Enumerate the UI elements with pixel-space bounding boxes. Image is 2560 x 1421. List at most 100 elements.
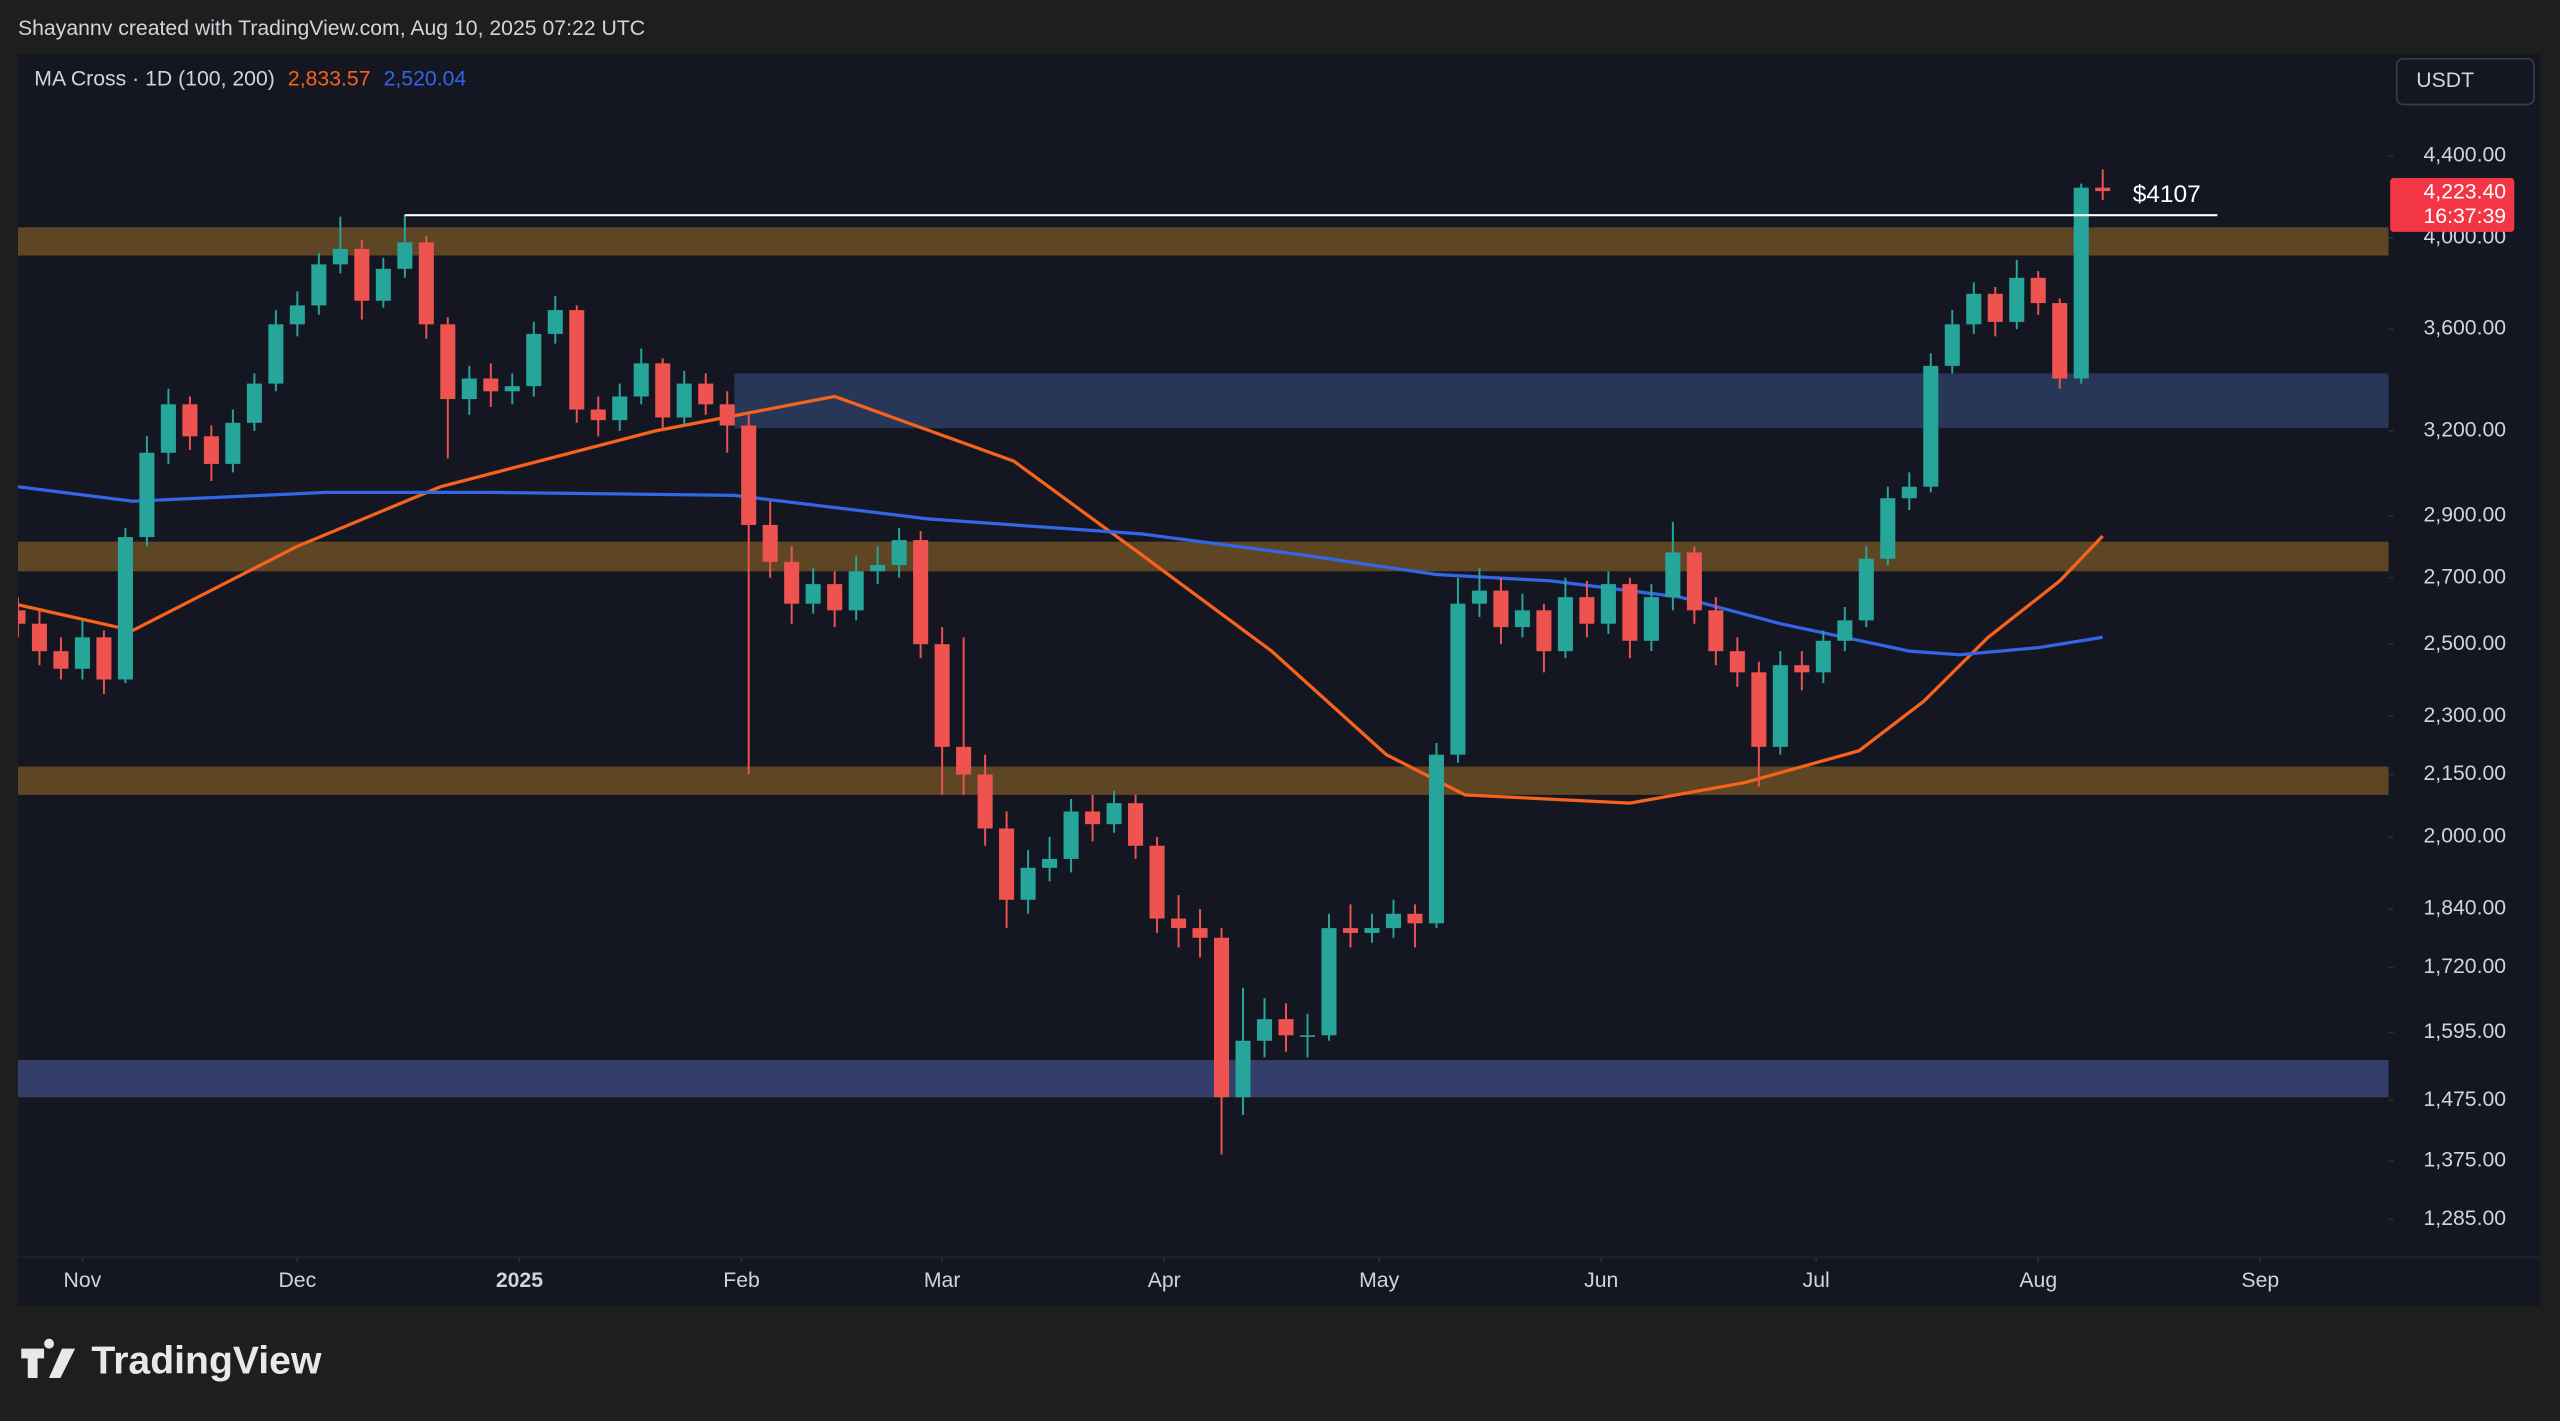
- candle-body: [203, 436, 219, 464]
- ma-legend-value: 2,833.57: [288, 68, 371, 91]
- candle-body: [96, 637, 112, 680]
- candle-body: [1235, 1040, 1251, 1098]
- candle-body: [526, 333, 542, 387]
- candle-body: [1428, 754, 1444, 924]
- axes: 4,400.004,000.003,600.003,200.002,900.00…: [64, 143, 2515, 1292]
- candle-body: [1514, 610, 1530, 628]
- plot-area: [17, 169, 2389, 1155]
- y-tick-label: 2,900.00: [2424, 504, 2507, 527]
- candle-body: [1385, 913, 1401, 929]
- x-tick-label: May: [1359, 1269, 1399, 1292]
- candle-body: [354, 248, 370, 301]
- y-tick-label: 2,500.00: [2424, 632, 2507, 655]
- zone: [17, 1060, 2389, 1098]
- candle-body: [719, 404, 735, 426]
- candle-body: [1837, 620, 1853, 641]
- y-tick-label: 1,720.00: [2424, 955, 2507, 978]
- x-tick-label: Aug: [2019, 1269, 2057, 1292]
- candle-body: [1987, 293, 2003, 322]
- candle-body: [461, 378, 477, 400]
- candle-body: [1708, 610, 1724, 652]
- candle-body: [418, 242, 434, 325]
- candle-body: [289, 305, 305, 325]
- y-tick-label: 1,285.00: [2424, 1207, 2507, 1230]
- candle-body: [160, 404, 176, 453]
- x-tick-label: Dec: [278, 1269, 316, 1292]
- currency-button[interactable]: [2395, 57, 2535, 106]
- candle-body: [676, 383, 692, 418]
- candle-body: [1901, 486, 1917, 499]
- candle-body: [977, 774, 993, 829]
- x-tick-label: 2025: [496, 1269, 543, 1292]
- candle-body: [698, 383, 714, 405]
- x-tick-label: Apr: [1148, 1269, 1181, 1292]
- candle-body: [268, 324, 284, 384]
- candle-body: [1364, 928, 1380, 933]
- brand-logo: TradingView: [21, 1338, 322, 1383]
- y-tick-label: 2,150.00: [2424, 762, 2507, 785]
- candle-body: [440, 324, 456, 400]
- candle-body: [1407, 913, 1423, 924]
- candle-body: [2095, 187, 2111, 192]
- candle-body: [1342, 928, 1359, 933]
- moving-average: [17, 485, 2103, 657]
- candle-body: [762, 524, 778, 562]
- candle-body: [1966, 293, 1982, 325]
- candle-body: [1063, 811, 1079, 859]
- x-tick-label: Jun: [1584, 1269, 1618, 1292]
- candle-body: [311, 264, 327, 306]
- candle-body: [1106, 803, 1122, 825]
- candle-body: [225, 422, 241, 464]
- candle-body: [1944, 324, 1960, 366]
- zone: [17, 766, 2389, 795]
- y-tick-label: 1,840.00: [2424, 897, 2507, 920]
- candle-body: [375, 268, 391, 301]
- y-tick-label: 3,600.00: [2424, 317, 2507, 340]
- x-tick-label: Mar: [924, 1269, 961, 1292]
- candle-body: [1643, 597, 1659, 641]
- candle-body: [633, 363, 649, 397]
- resistance-label: $4107: [2133, 181, 2201, 208]
- candle-body: [999, 828, 1015, 900]
- candle-body: [1128, 803, 1144, 846]
- x-tick-label: Feb: [723, 1269, 760, 1292]
- candle-body: [913, 540, 929, 645]
- candle-body: [1450, 603, 1466, 755]
- y-tick-label: 3,200.00: [2424, 418, 2507, 441]
- candle-body: [1751, 672, 1767, 747]
- candle-body: [1794, 665, 1810, 673]
- candle-body: [332, 248, 348, 265]
- candle-body: [1020, 867, 1036, 900]
- candle-body: [870, 564, 886, 572]
- candle-body: [1579, 597, 1595, 624]
- candle-body: [612, 396, 628, 421]
- candle-body: [397, 242, 413, 269]
- currency-label[interactable]: USDT: [2416, 69, 2474, 92]
- candle-body: [2052, 303, 2068, 379]
- candle-body: [1149, 845, 1165, 919]
- candle-body: [784, 561, 800, 604]
- moving-average: [17, 394, 2104, 805]
- candle-body: [655, 363, 671, 418]
- y-tick-label: 1,375.00: [2424, 1148, 2507, 1171]
- candle-body: [17, 610, 26, 624]
- y-tick-label: 4,400.00: [2424, 143, 2507, 166]
- last-price-label: 4,223.40: [2424, 180, 2507, 203]
- y-tick-label: 1,475.00: [2424, 1088, 2507, 1111]
- candle-body: [74, 637, 90, 669]
- candle-body: [1686, 552, 1702, 611]
- y-tick-label: 2,300.00: [2424, 704, 2507, 727]
- candle-body: [246, 383, 262, 423]
- y-tick-label: 2,700.00: [2424, 565, 2507, 588]
- candle-body: [1171, 918, 1187, 929]
- candle-body: [956, 746, 972, 775]
- x-tick-label: Sep: [2241, 1269, 2279, 1292]
- candle-body: [182, 404, 198, 437]
- candle-body: [1557, 597, 1573, 652]
- candle-body: [1880, 498, 1896, 559]
- candle-body: [1815, 640, 1831, 673]
- logo-icon: [21, 1338, 76, 1378]
- candle-body: [805, 584, 821, 604]
- y-tick-label: 1,595.00: [2424, 1020, 2507, 1043]
